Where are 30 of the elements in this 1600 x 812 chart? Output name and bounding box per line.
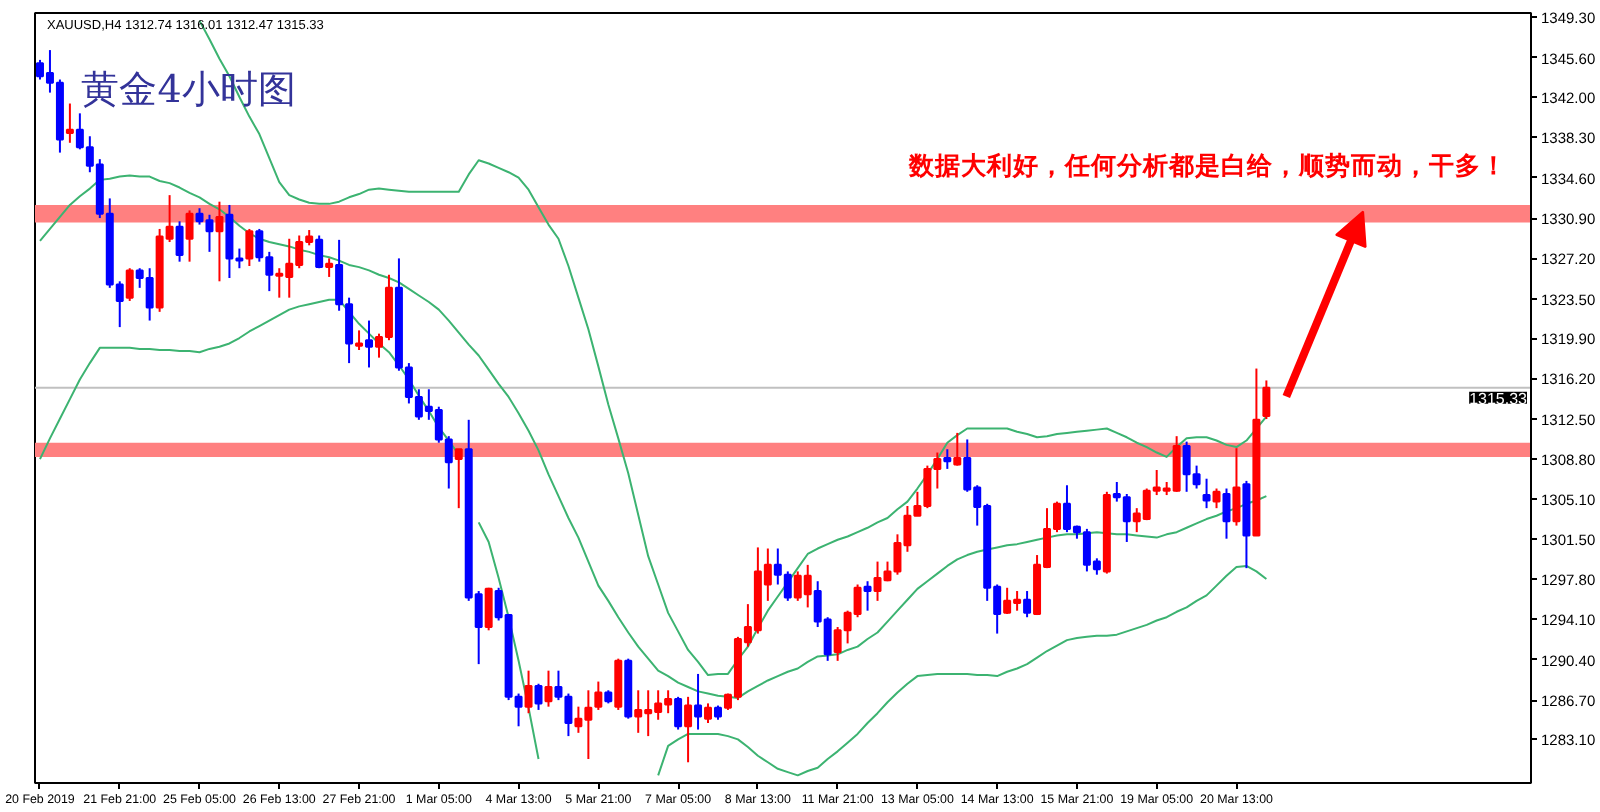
- candlestick: [863, 580, 872, 612]
- annotation: 数据大利好，任何分析都是白给，顺势而动，干多！: [907, 150, 1508, 181]
- candlestick: [694, 672, 703, 731]
- candlestick: [534, 682, 543, 711]
- candlestick: [215, 200, 224, 283]
- candlestick: [684, 695, 693, 764]
- candlestick: [454, 448, 463, 510]
- candlestick: [355, 329, 364, 352]
- candlestick: [943, 448, 952, 470]
- candlestick: [185, 209, 194, 263]
- candlestick: [175, 220, 184, 263]
- candlestick: [65, 102, 74, 144]
- candlestick: [1212, 487, 1221, 510]
- candlestick: [125, 267, 134, 302]
- candlestick: [1232, 447, 1241, 527]
- candlestick: [614, 657, 623, 711]
- candlestick: [674, 695, 683, 731]
- candlestick: [315, 234, 324, 270]
- candlestick: [484, 586, 493, 632]
- candlestick: [1023, 590, 1032, 619]
- candlestick: [544, 669, 553, 708]
- candlestick: [365, 319, 374, 369]
- candlestick: [704, 702, 713, 725]
- candlestick: [953, 431, 962, 467]
- candlestick: [524, 669, 533, 715]
- ref-line-label: 1315.33: [1469, 389, 1529, 408]
- candlestick: [1262, 379, 1271, 421]
- candlestick: [1202, 477, 1211, 510]
- candlestick: [325, 257, 334, 278]
- candlestick: [245, 227, 254, 268]
